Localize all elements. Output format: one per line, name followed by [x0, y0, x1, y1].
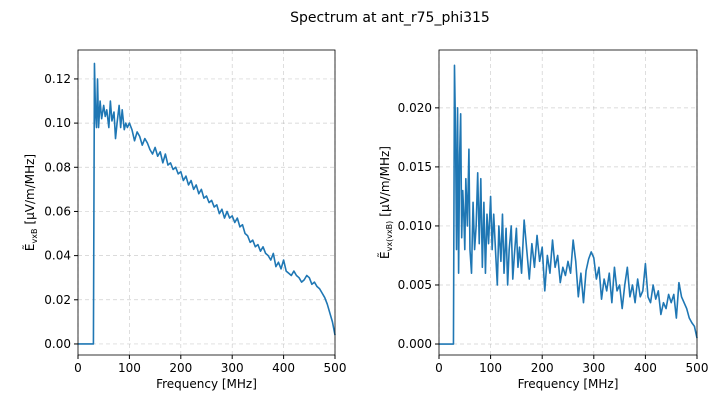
y-label-subscript: vx(vxB)	[385, 221, 394, 252]
axes-frame	[438, 49, 698, 356]
y-label-unit: [µV/m/MHz]	[23, 154, 37, 225]
y-label-unit: [µV/m/MHz]	[378, 146, 392, 217]
y-label-subscript: vxB	[30, 229, 39, 244]
y-tick-label: 0.06	[44, 204, 71, 218]
x-tick-label: 200	[531, 361, 554, 375]
y-tick-label: 0.000	[398, 337, 432, 351]
x-tick-label: 300	[582, 361, 605, 375]
y-tick-label: 0.04	[44, 249, 71, 263]
y-label-symbol: Ẽ	[377, 251, 392, 259]
y-tick-label: 0.00	[44, 337, 71, 351]
y-tick-label: 0.08	[44, 160, 71, 174]
figure-title: Spectrum at ant_r75_phi315	[290, 10, 490, 26]
y-tick-label: 0.12	[44, 72, 71, 86]
x-axis-label: Frequency [MHz]	[518, 377, 619, 391]
axes-frame	[77, 49, 336, 356]
y-axis-label: ẼvxB [µV/m/MHz]	[22, 154, 39, 251]
y-tick-label: 0.10	[44, 116, 71, 130]
line	[439, 64, 698, 345]
x-tick-label: 100	[118, 361, 141, 375]
x-tick-label: 400	[634, 361, 657, 375]
y-tick-label: 0.005	[398, 278, 432, 292]
x-tick-label: 0	[435, 361, 443, 375]
y-tick-label: 0.010	[398, 219, 432, 233]
x-tick-label: 0	[74, 361, 82, 375]
y-label-symbol: Ẽ	[22, 244, 37, 252]
x-tick-label: 100	[479, 361, 502, 375]
x-axis-label: Frequency [MHz]	[156, 377, 257, 391]
y-tick-label: 0.02	[44, 293, 71, 307]
y-tick-label: 0.020	[398, 101, 432, 115]
y-axis-label: Ẽvx(vxB) [µV/m/MHz]	[377, 146, 394, 259]
y-tick-label: 0.015	[398, 160, 432, 174]
x-tick-label: 200	[169, 361, 192, 375]
x-tick-label: 500	[324, 361, 347, 375]
x-tick-label: 400	[272, 361, 295, 375]
x-tick-label: 300	[221, 361, 244, 375]
x-tick-label: 500	[686, 361, 709, 375]
line	[78, 62, 336, 345]
